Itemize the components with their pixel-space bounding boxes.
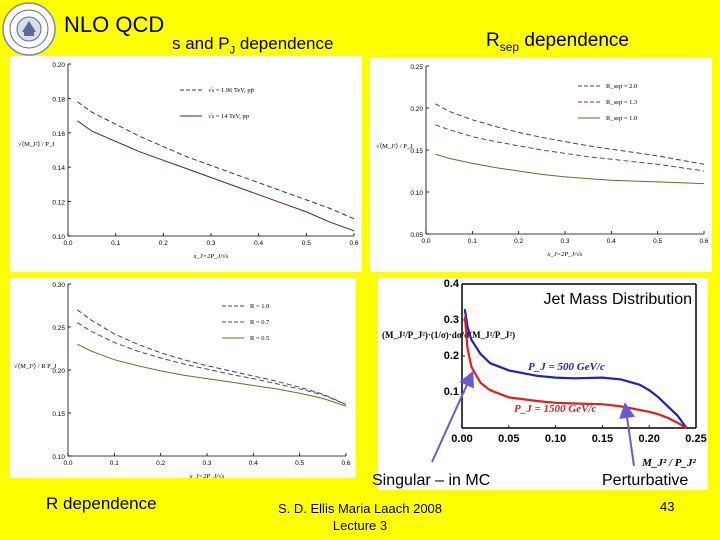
x-tick-label: 0.5 <box>302 240 311 247</box>
x-tick-label: 0.3 <box>560 238 569 245</box>
legend-label: R = 1.0 <box>250 303 269 310</box>
jet-mass-distribution-chart: 0.00 0.05 0.10 0.15 0.20 0.25 0.1 0.2 0.3 0.4 M_J²… <box>382 278 707 469</box>
legend-label: R = 0.5 <box>250 335 269 342</box>
chart-panel-s-pj: 0.0 0.1 0.2 0.3 0.4 0.5 0.6 0.10 0.12 0.14 0.16 0.1… <box>10 56 362 272</box>
x-axis-label: x_J=2P_J/√s <box>193 252 229 260</box>
x-tick-label: 0.6 <box>341 460 350 467</box>
series-line-1 <box>463 309 688 429</box>
x-tick-label: 0.1 <box>110 460 119 467</box>
series-line-1 <box>435 103 705 165</box>
series-line-2 <box>463 316 688 429</box>
x-tick-label: 0.3 <box>206 240 215 247</box>
x-tick-label: 0.5 <box>295 460 304 467</box>
x-tick-label: 0.0 <box>63 460 72 467</box>
y-tick-label: 0.3 <box>444 314 459 326</box>
y-axis-label: √⟨M_J²⟩ / P_J <box>18 140 55 148</box>
y-axis-label: (M_J²/P_J²)·(1/σ)·dσ/d(M_J²/P_J²) <box>382 330 515 340</box>
x-tick-label: 0.25 <box>685 433 706 445</box>
x-tick-label: 0.20 <box>638 433 659 445</box>
x-tick-label: 0.05 <box>498 433 519 445</box>
chart-panel-r: 0.0 0.1 0.2 0.3 0.4 0.5 0.6 0.10 0.15 0.20 0.25 0.3… <box>10 278 356 478</box>
r-dependence-chart: 0.0 0.1 0.2 0.3 0.4 0.5 0.6 0.10 0.15 0.20 0.25 0.3… <box>14 282 351 478</box>
x-tick-label: 0.4 <box>607 238 616 245</box>
y-tick-label: 0.10 <box>52 234 65 241</box>
series-line-2 <box>435 124 705 172</box>
legend-label: R_sep = 1.0 <box>606 115 637 122</box>
y-axis-label: √⟨M_J²⟩ / P_J <box>376 142 413 150</box>
series-line-1 <box>77 101 355 220</box>
y-tick-label: 0.1 <box>444 386 459 398</box>
x-tick-label: 0.2 <box>156 460 165 467</box>
chart-title: Jet Mass Distribution <box>544 291 693 308</box>
x-tick-label: 0.10 <box>545 433 566 445</box>
rsep-dependence-chart: 0.0 0.1 0.2 0.3 0.4 0.5 0.6 0.05 0.10 0.15 0.20 0.2… <box>376 64 709 258</box>
chart-panel-rsep: 0.0 0.1 0.2 0.3 0.4 0.5 0.6 0.05 0.10 0.15 0.20 0.2… <box>370 58 712 272</box>
x-axis-label: x_J=2P_J/√s <box>189 472 225 478</box>
credit-line-2: Lecture 3 <box>332 518 388 533</box>
credit: S. D. Ellis Maria Laach 2008 Lecture 3 <box>250 500 470 534</box>
y-tick-label: 0.20 <box>410 106 423 113</box>
y-tick-label: 0.18 <box>52 96 65 103</box>
x-tick-label: 0.6 <box>699 238 708 245</box>
legend-label: √s = 14 TeV, pp <box>208 112 249 120</box>
y-tick-label: 0.10 <box>52 454 65 461</box>
r-dependence-label: R dependence <box>46 494 157 513</box>
x-tick-label: 0.00 <box>451 433 472 445</box>
series-line-1 <box>77 309 347 405</box>
y-tick-label: 0.14 <box>52 165 65 172</box>
perturbative-arrow <box>619 402 636 467</box>
x-tick-label: 0.2 <box>514 238 523 245</box>
y-axis-label: √⟨M_J²⟩ / R P_J <box>14 362 57 370</box>
x-tick-label: 0.2 <box>159 240 168 247</box>
series-line-2 <box>77 120 355 232</box>
x-tick-label: 0.15 <box>592 433 613 445</box>
x-tick-label: 0.5 <box>653 238 662 245</box>
y-tick-label: 0.16 <box>52 131 65 138</box>
y-tick-label: 0.25 <box>410 64 423 71</box>
credit-line-1: S. D. Ellis Maria Laach 2008 <box>277 501 443 516</box>
y-tick-label: 0.20 <box>52 368 65 375</box>
y-tick-label: 0.10 <box>410 190 423 197</box>
x-tick-label: 0.0 <box>421 238 430 245</box>
legend-label: P_J = 1500 GeV/c <box>514 403 596 415</box>
singular-annotation: Singular – in MC <box>372 472 491 489</box>
slide-subtitle: s and PJ dependence <box>172 34 334 57</box>
y-tick-label: 0.15 <box>410 148 423 155</box>
rsep-title: Rsep dependence <box>486 30 629 54</box>
page-number: 43 <box>660 499 675 514</box>
legend-label: R_sep = 2.0 <box>606 83 637 90</box>
slide-title: NLO QCD <box>64 12 165 37</box>
chart-panel-jet-mass: 0.00 0.05 0.10 0.15 0.20 0.25 0.1 0.2 0.3 0.4 M_J²… <box>378 278 708 490</box>
singular-arrow <box>431 370 474 463</box>
x-tick-label: 0.6 <box>349 240 358 247</box>
y-tick-label: 0.20 <box>52 62 65 69</box>
x-axis-label: x_J=2P_J/√s <box>547 250 583 258</box>
legend-label: R = 0.7 <box>250 319 270 326</box>
x-tick-label: 0.1 <box>111 240 120 247</box>
x-tick-label: 0.0 <box>63 240 72 247</box>
series-line-2 <box>77 322 347 405</box>
legend-label: P_J = 500 GeV/c <box>528 361 605 373</box>
x-axis-label: M_J² / P_J² <box>641 457 696 469</box>
y-tick-label: 0.2 <box>444 350 459 362</box>
x-tick-label: 0.1 <box>468 238 477 245</box>
university-seal-logo <box>2 2 56 56</box>
x-tick-label: 0.3 <box>202 460 211 467</box>
y-tick-label: 0.05 <box>410 232 423 239</box>
legend-label: R_sep = 1.3 <box>606 99 637 106</box>
y-tick-label: 0.12 <box>52 200 65 207</box>
perturbative-annotation: Perturbative <box>602 472 689 489</box>
y-tick-label: 0.25 <box>52 325 65 332</box>
series-line-3 <box>77 343 347 407</box>
legend-label: √s = 1.96 TeV, pp̄ <box>208 86 254 94</box>
x-tick-label: 0.4 <box>254 240 263 247</box>
x-tick-label: 0.4 <box>249 460 258 467</box>
s-pj-dependence-chart: 0.0 0.1 0.2 0.3 0.4 0.5 0.6 0.10 0.12 0.14 0.16 0.1… <box>18 62 359 260</box>
series-line-3 <box>435 153 705 185</box>
y-tick-label: 0.15 <box>52 411 65 418</box>
y-tick-label: 0.30 <box>52 282 65 289</box>
y-tick-label: 0.4 <box>444 278 460 290</box>
